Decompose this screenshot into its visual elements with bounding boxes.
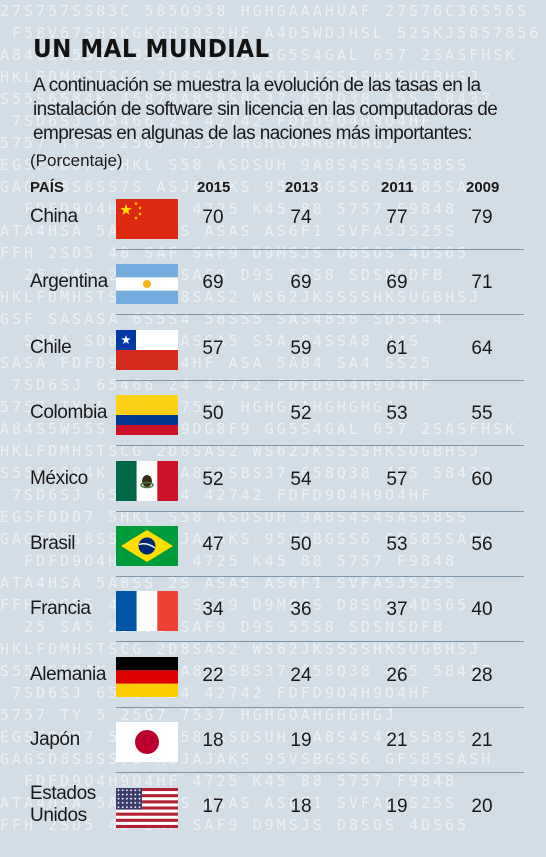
value-cell: 70 xyxy=(202,207,224,228)
header-year-2009: 2009 xyxy=(466,179,500,196)
table-row: Estados Unidos 17 18 19 20 xyxy=(0,774,546,840)
table-row: México 52 54 57 60 xyxy=(0,447,546,513)
unit-label: (Porcentaje) xyxy=(30,151,123,170)
row-divider xyxy=(116,576,524,577)
value-cell: 69 xyxy=(386,272,408,293)
value-cell: 57 xyxy=(202,338,224,359)
colombia-flag-icon xyxy=(116,395,178,435)
country-label: México xyxy=(30,468,88,489)
usa-flag-icon xyxy=(116,788,178,828)
chart-title: UN MAL MUNDIAL xyxy=(33,34,270,63)
value-cell: 71 xyxy=(471,272,493,293)
value-cell: 50 xyxy=(202,403,224,424)
value-cell: 24 xyxy=(290,665,312,686)
value-cell: 77 xyxy=(386,207,408,228)
value-cell: 61 xyxy=(386,338,408,359)
value-cell: 52 xyxy=(290,403,312,424)
country-label: Alemania xyxy=(30,664,107,685)
country-label: Colombia xyxy=(30,402,108,423)
table-row: China 70 74 77 79 xyxy=(0,185,546,251)
value-cell: 56 xyxy=(471,534,493,555)
value-cell: 21 xyxy=(471,730,493,751)
value-cell: 40 xyxy=(471,599,493,620)
value-cell: 50 xyxy=(290,534,312,555)
row-divider xyxy=(116,772,524,773)
row-divider xyxy=(116,445,524,446)
country-label: Chile xyxy=(30,337,72,358)
value-cell: 17 xyxy=(202,796,224,817)
value-cell: 37 xyxy=(386,599,408,620)
chart-subtitle: A continuación se muestra la evolución d… xyxy=(33,75,498,144)
brazil-flag-icon xyxy=(116,526,178,566)
france-flag-icon xyxy=(116,591,178,631)
china-flag-icon xyxy=(116,199,178,239)
japan-flag-icon xyxy=(116,722,178,762)
value-cell: 34 xyxy=(202,599,224,620)
country-label: Japón xyxy=(30,729,80,750)
value-cell: 74 xyxy=(290,207,312,228)
value-cell: 47 xyxy=(202,534,224,555)
row-divider xyxy=(116,249,524,250)
value-cell: 22 xyxy=(202,665,224,686)
value-cell: 55 xyxy=(471,403,493,424)
value-cell: 53 xyxy=(386,403,408,424)
germany-flag-icon xyxy=(116,657,178,697)
country-label: China xyxy=(30,206,78,227)
value-cell: 69 xyxy=(290,272,312,293)
table-row: Alemania 22 24 26 28 xyxy=(0,643,546,709)
value-cell: 64 xyxy=(471,338,493,359)
row-divider xyxy=(116,641,524,642)
value-cell: 19 xyxy=(290,730,312,751)
chile-flag-icon xyxy=(116,330,178,370)
value-cell: 19 xyxy=(386,796,408,817)
value-cell: 18 xyxy=(290,796,312,817)
value-cell: 60 xyxy=(471,469,493,490)
country-label: Brasil xyxy=(30,533,76,554)
value-cell: 54 xyxy=(290,469,312,490)
row-divider xyxy=(116,511,524,512)
value-cell: 21 xyxy=(386,730,408,751)
header-year-2015: 2015 xyxy=(197,179,231,196)
table-row: Chile 57 59 61 64 xyxy=(0,316,546,382)
country-label: Estados Unidos xyxy=(30,783,96,826)
value-cell: 36 xyxy=(290,599,312,620)
header-country: PAÍS xyxy=(30,179,64,196)
value-cell: 26 xyxy=(386,665,408,686)
row-divider xyxy=(116,314,524,315)
table-row: Colombia 50 52 53 55 xyxy=(0,381,546,447)
value-cell: 59 xyxy=(290,338,312,359)
table-row: Japón 18 19 21 21 xyxy=(0,708,546,774)
value-cell: 57 xyxy=(386,469,408,490)
row-divider xyxy=(116,380,524,381)
country-label: Argentina xyxy=(30,271,108,292)
row-divider xyxy=(116,707,524,708)
argentina-flag-icon xyxy=(116,264,178,304)
header-year-2011: 2011 xyxy=(381,179,414,196)
value-cell: 20 xyxy=(471,796,493,817)
country-label: Francia xyxy=(30,598,91,619)
table-row: Argentina 69 69 69 71 xyxy=(0,250,546,316)
value-cell: 18 xyxy=(202,730,224,751)
value-cell: 79 xyxy=(471,207,493,228)
value-cell: 28 xyxy=(471,665,493,686)
value-cell: 52 xyxy=(202,469,224,490)
header-year-2013: 2013 xyxy=(285,179,319,196)
mexico-flag-icon xyxy=(116,461,178,501)
table-row: Francia 34 36 37 40 xyxy=(0,577,546,643)
value-cell: 69 xyxy=(202,272,224,293)
table-row: Brasil 47 50 53 56 xyxy=(0,512,546,578)
value-cell: 53 xyxy=(386,534,408,555)
